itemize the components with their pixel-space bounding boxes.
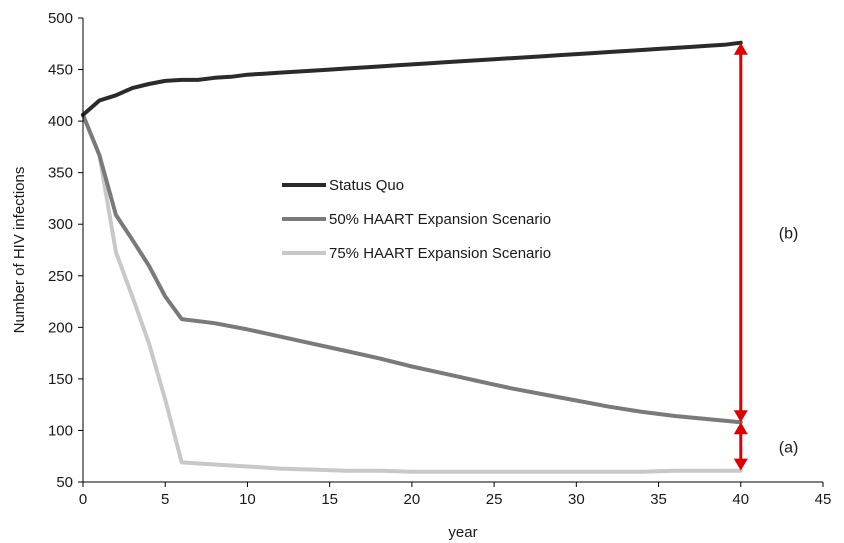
arrow-head (733, 42, 748, 55)
y-axis-ticks: 50 100 150 200 250 300 350 400 450 500 (48, 10, 83, 491)
y-tick-label: 50 (56, 474, 73, 491)
series-group (81, 40, 743, 474)
x-tick-label: 35 (650, 491, 667, 508)
arrow-head (733, 422, 748, 435)
y-tick-label: 200 (48, 319, 73, 336)
legend: Status Quo 50% HAART Expansion Scenario 75… (282, 177, 551, 262)
y-tick-label: 450 (48, 62, 73, 79)
legend-label: Status Quo (329, 177, 404, 194)
series-line (81, 112, 743, 425)
x-tick-label: 45 (815, 491, 832, 508)
y-tick-label: 100 (48, 422, 73, 439)
series-line (81, 112, 743, 474)
x-tick-label: 25 (486, 491, 503, 508)
x-tick-label: 5 (161, 491, 169, 508)
annotation-label: (b) (779, 225, 799, 242)
x-tick-label: 10 (239, 491, 256, 508)
x-axis-ticks: 0 5 10 15 20 25 30 35 40 45 (79, 482, 832, 508)
x-tick-label: 0 (79, 491, 87, 508)
y-tick-label: 500 (48, 10, 73, 27)
y-tick-label: 300 (48, 216, 73, 233)
x-tick-label: 15 (321, 491, 338, 508)
y-tick-label: 350 (48, 165, 73, 182)
series-line (81, 40, 743, 117)
y-tick-label: 250 (48, 268, 73, 285)
x-tick-label: 20 (404, 491, 421, 508)
x-tick-label: 30 (568, 491, 585, 508)
y-tick-label: 150 (48, 371, 73, 388)
y-axis-title: Number of HIV infections (11, 167, 28, 334)
legend-label: 50% HAART Expansion Scenario (329, 211, 551, 228)
y-tick-label: 400 (48, 113, 73, 130)
x-tick-label: 40 (732, 491, 749, 508)
arrow-head (733, 410, 748, 423)
annotation-label: (a) (779, 439, 799, 456)
arrow-head (733, 458, 748, 471)
annotation-group: (b) (a) (733, 42, 799, 471)
legend-label: 75% HAART Expansion Scenario (329, 245, 551, 262)
x-axis-title: year (448, 524, 477, 541)
